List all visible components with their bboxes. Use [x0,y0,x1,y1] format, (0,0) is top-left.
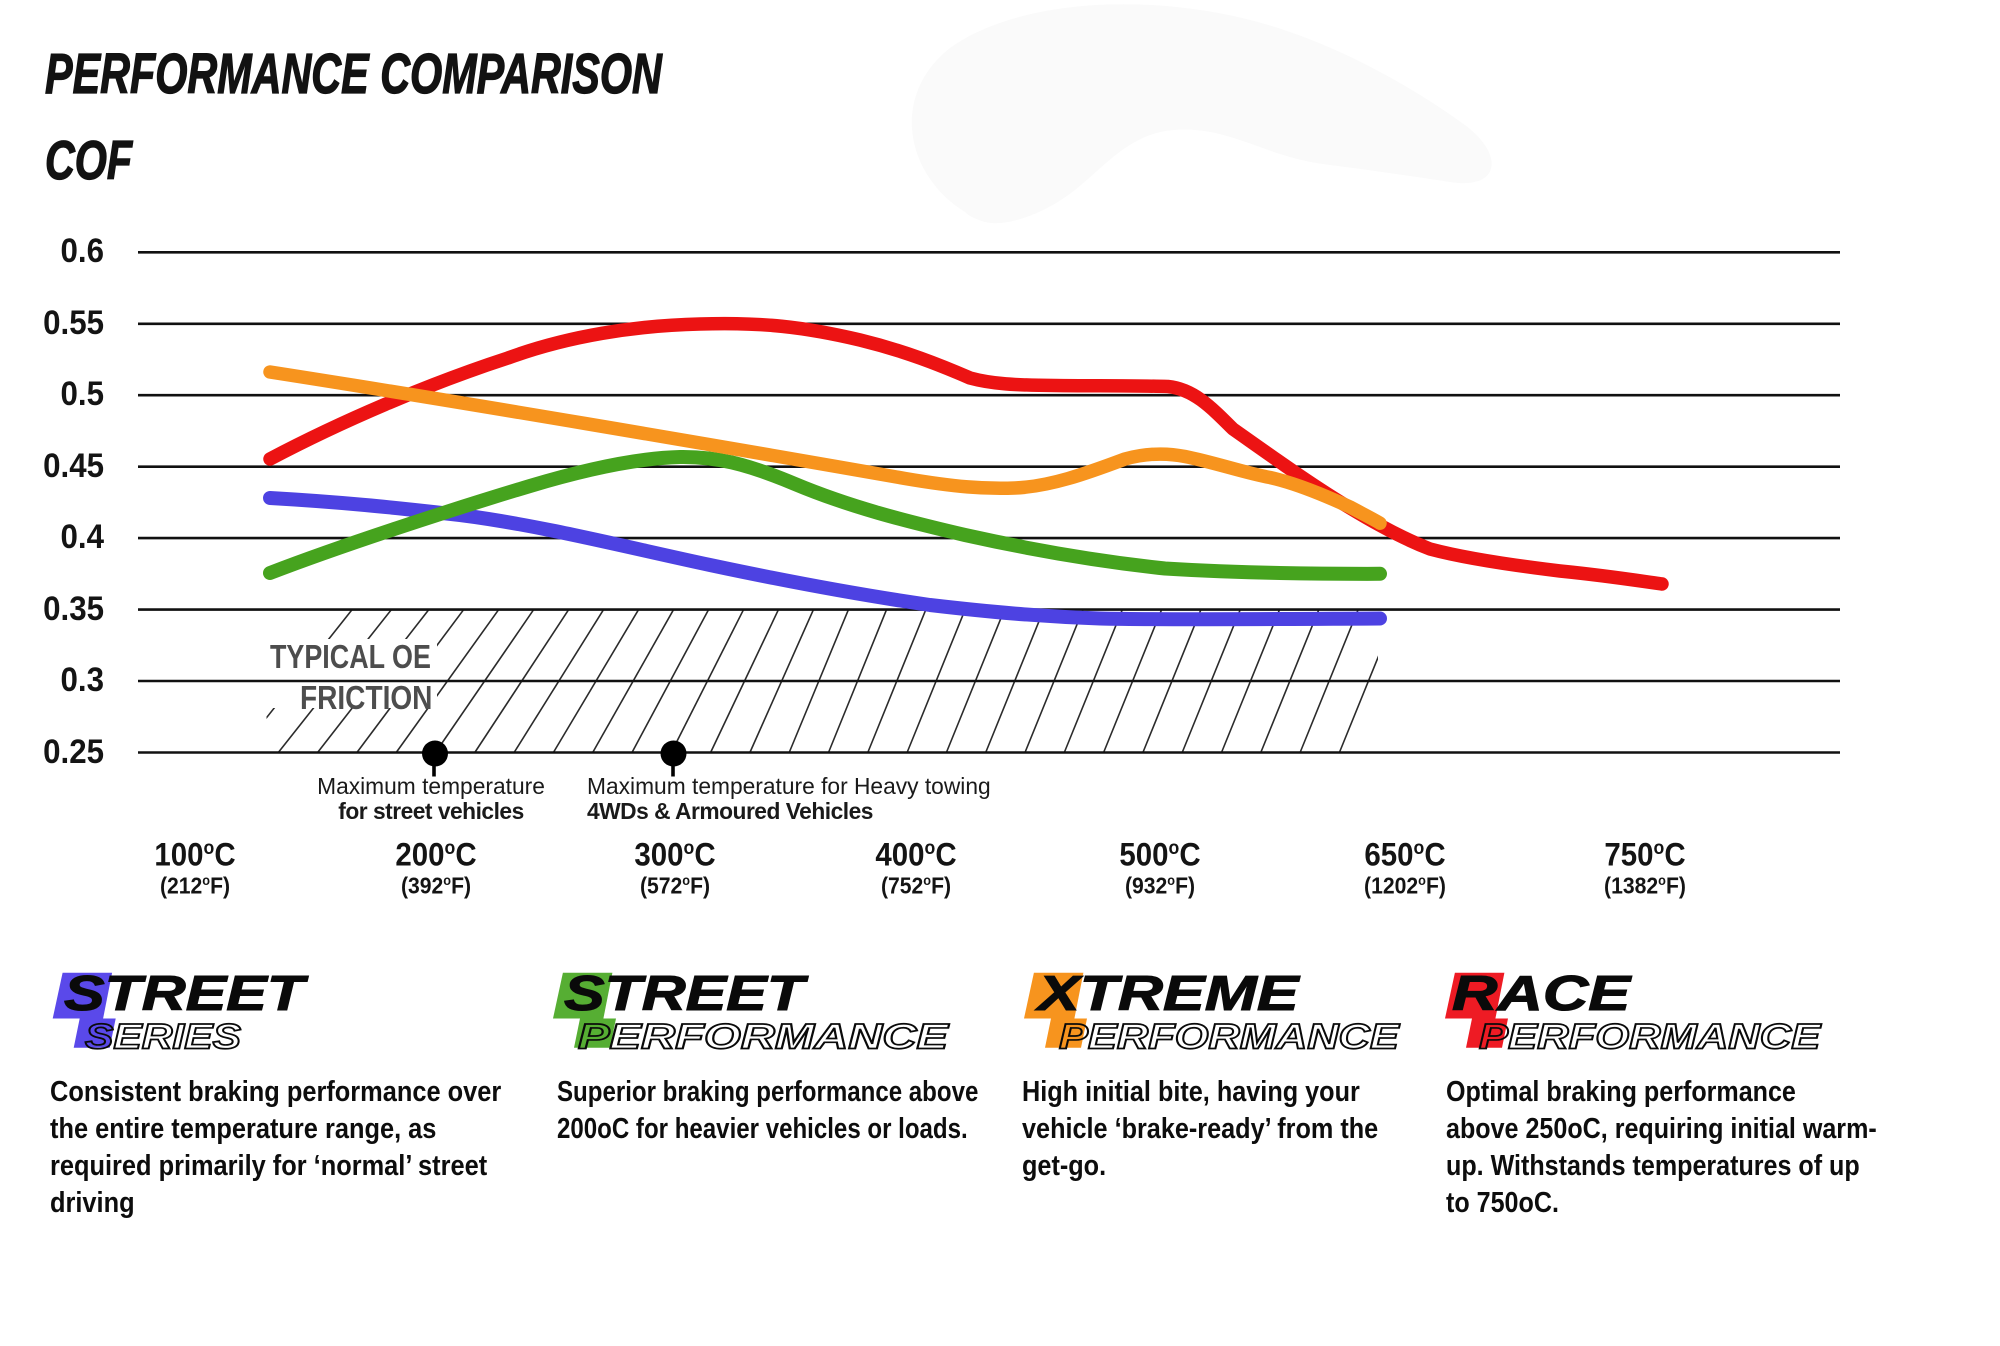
svg-text:PERFORMANCE: PERFORMANCE [1059,1018,1401,1057]
svg-text:PERFORMANCE: PERFORMANCE [578,1017,949,1057]
svg-text:PERFORMANCE: PERFORMANCE [1479,1018,1822,1057]
svg-text:SERIES: SERIES [85,1018,241,1057]
